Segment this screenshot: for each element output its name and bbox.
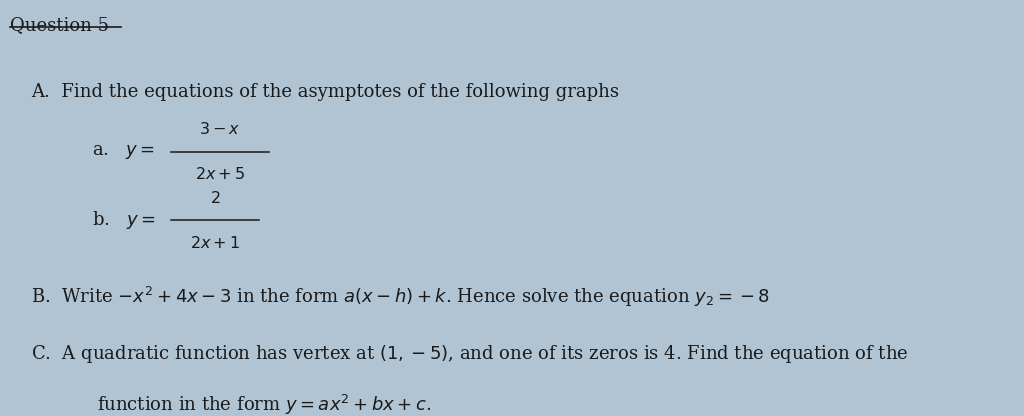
Text: $2$: $2$ [210,190,220,207]
Text: $3-x$: $3-x$ [200,121,241,138]
Text: B.  Write $-x^2 + 4x - 3$ in the form $a(x - h) + k$. Hence solve the equation $: B. Write $-x^2 + 4x - 3$ in the form $a(… [31,285,770,309]
Text: C.  A quadratic function has vertex at $(1,-5)$, and one of its zeros is 4. Find: C. A quadratic function has vertex at $(… [31,343,908,365]
Text: A.  Find the equations of the asymptotes of the following graphs: A. Find the equations of the asymptotes … [31,83,618,101]
Text: Question 5: Question 5 [10,17,110,35]
Text: b.   $y=$: b. $y=$ [92,210,156,231]
Text: a.   $y=$: a. $y=$ [92,143,155,161]
Text: function in the form $y = ax^2 + bx + c$.: function in the form $y = ax^2 + bx + c$… [97,393,431,416]
Text: $2x+5$: $2x+5$ [196,166,245,183]
Text: $2x+1$: $2x+1$ [190,235,240,252]
